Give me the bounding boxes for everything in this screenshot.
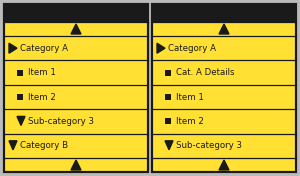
Text: Cat. A Details: Cat. A Details (176, 68, 235, 77)
Bar (152, 4, 296, 172)
Text: Category A: Category A (20, 44, 68, 53)
Polygon shape (9, 141, 17, 150)
Text: Category B: Category B (20, 141, 68, 150)
Bar (4, 4, 148, 22)
Polygon shape (9, 43, 17, 53)
Bar (17, 70, 23, 76)
Text: Category A: Category A (168, 44, 216, 53)
Bar (152, 4, 296, 172)
Polygon shape (219, 160, 229, 170)
Bar (165, 70, 171, 76)
Text: Item 1: Item 1 (28, 68, 56, 77)
Bar (17, 94, 23, 100)
Bar (152, 4, 296, 22)
Polygon shape (71, 160, 81, 170)
Bar (165, 118, 171, 124)
Text: Sub-category 3: Sub-category 3 (28, 117, 94, 126)
Polygon shape (219, 24, 229, 34)
Bar (165, 94, 171, 100)
Text: Item 2: Item 2 (176, 117, 204, 126)
Text: Item 2: Item 2 (28, 93, 56, 102)
Polygon shape (157, 43, 165, 53)
Text: Sub-category 3: Sub-category 3 (176, 141, 242, 150)
Bar (4, 4, 148, 172)
Bar (4, 4, 148, 172)
Polygon shape (17, 116, 25, 125)
Polygon shape (71, 24, 81, 34)
Text: Item 1: Item 1 (176, 93, 204, 102)
Polygon shape (165, 141, 173, 150)
